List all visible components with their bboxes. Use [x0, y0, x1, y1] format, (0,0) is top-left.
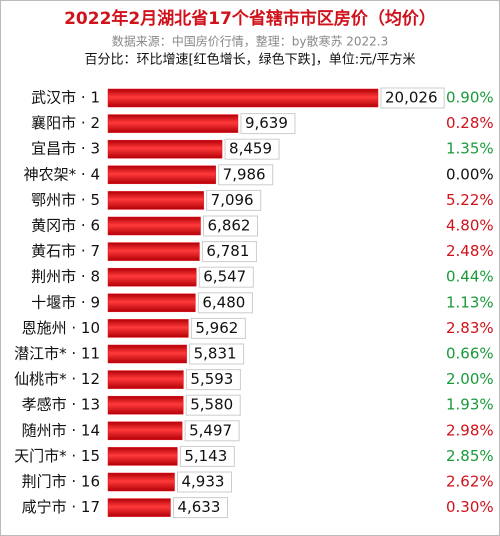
- value-label: 5,143: [184, 447, 227, 465]
- value-label: 4,633: [177, 498, 220, 516]
- value-label: 7,096: [211, 191, 254, 209]
- value-label: 5,580: [190, 396, 233, 414]
- change-label: 2.98%: [446, 421, 494, 439]
- value-label-box: [184, 420, 240, 442]
- value-label-box: [218, 164, 274, 186]
- value-label: 6,862: [208, 217, 251, 235]
- bar: [107, 370, 184, 389]
- bar: [107, 421, 183, 441]
- value-label: 7,986: [223, 165, 266, 183]
- category-label: 恩施州 · 10: [22, 319, 100, 337]
- value-label-box: [206, 189, 262, 211]
- value-label: 8,459: [229, 140, 272, 158]
- change-label: 2.83%: [446, 319, 494, 337]
- value-label-box: [197, 292, 253, 314]
- value-label-box: [201, 241, 257, 263]
- bar: [107, 293, 196, 313]
- value-label-box: [185, 394, 241, 416]
- bar: [107, 165, 216, 185]
- value-label-box: [190, 317, 246, 339]
- bar: [107, 472, 175, 492]
- change-label: 2.00%: [446, 370, 494, 388]
- note: 百分比：环比增速[红色增长，绿色下跌]，单位:元/平方米: [85, 52, 416, 68]
- bar: [107, 447, 178, 466]
- bar: [107, 498, 171, 517]
- category-label: 宜昌市 · 3: [31, 140, 100, 158]
- value-label: 6,547: [203, 268, 246, 286]
- change-label: 4.80%: [446, 217, 494, 235]
- bar: [107, 139, 223, 159]
- change-label: 0.90%: [446, 89, 494, 107]
- change-label: 2.48%: [446, 242, 494, 260]
- bar: [107, 319, 189, 338]
- value-label: 5,962: [195, 319, 238, 337]
- value-label-box: [189, 343, 245, 365]
- category-label: 潜江市* · 11: [14, 345, 100, 363]
- category-label: 黄冈市 · 6: [31, 217, 100, 235]
- value-label: 5,831: [194, 345, 237, 363]
- change-label: 5.22%: [446, 191, 494, 209]
- bar: [107, 242, 200, 261]
- bar: [107, 114, 239, 133]
- bar: [107, 216, 201, 236]
- value-label-box: [224, 138, 280, 160]
- change-label: 0.28%: [446, 114, 494, 132]
- value-label: 5,593: [190, 370, 233, 388]
- value-label: 20,026: [385, 89, 438, 107]
- category-label: 神农架* · 4: [24, 165, 100, 183]
- category-label: 武汉市 · 1: [31, 89, 100, 107]
- bar: [107, 267, 197, 287]
- value-label: 9,639: [245, 114, 288, 132]
- category-label: 鄂州市 · 5: [31, 191, 100, 209]
- value-label-box: [179, 445, 235, 467]
- chart-title: 2022年2月湖北省17个省辖市市区房价（均价）: [64, 8, 436, 29]
- bar: [107, 395, 184, 415]
- category-label: 黄石市 · 7: [31, 242, 100, 260]
- category-label: 荆州市 · 8: [31, 268, 100, 286]
- category-label: 孝感市 · 13: [22, 396, 100, 414]
- value-label-box: [198, 266, 254, 288]
- change-label: 0.44%: [446, 268, 494, 286]
- change-label: 0.30%: [446, 498, 494, 516]
- change-label: 0.66%: [446, 345, 494, 363]
- bar: [107, 88, 379, 108]
- value-label: 5,497: [189, 421, 232, 439]
- value-label-box: [203, 215, 259, 237]
- change-label: 1.13%: [446, 293, 494, 311]
- category-label: 襄阳市 · 2: [31, 114, 100, 132]
- bar: [107, 344, 187, 364]
- category-label: 随州市 · 14: [22, 421, 100, 439]
- category-label: 荆门市 · 16: [22, 473, 100, 491]
- bar: [107, 191, 204, 210]
- value-label-box: [172, 497, 228, 519]
- change-label: 1.35%: [446, 140, 494, 158]
- change-label: 2.85%: [446, 447, 494, 465]
- value-label-box: [380, 87, 445, 109]
- change-label: 2.62%: [446, 473, 494, 491]
- change-label: 0.00%: [446, 165, 494, 183]
- value-label-box: [185, 369, 241, 391]
- category-label: 天门市* · 15: [14, 447, 100, 465]
- subtitle: 数据来源：中国房价行情，整理：by散寒苏 2022.3: [112, 34, 389, 49]
- value-label-box: [177, 471, 233, 493]
- value-label-box: [240, 113, 296, 135]
- category-label: 仙桃市* · 12: [14, 370, 100, 388]
- change-label: 1.93%: [446, 396, 494, 414]
- value-label: 6,781: [206, 242, 249, 260]
- category-label: 咸宁市 · 17: [22, 498, 100, 516]
- value-label: 4,933: [182, 473, 225, 491]
- value-label: 6,480: [202, 293, 245, 311]
- category-label: 十堰市 · 9: [31, 293, 100, 311]
